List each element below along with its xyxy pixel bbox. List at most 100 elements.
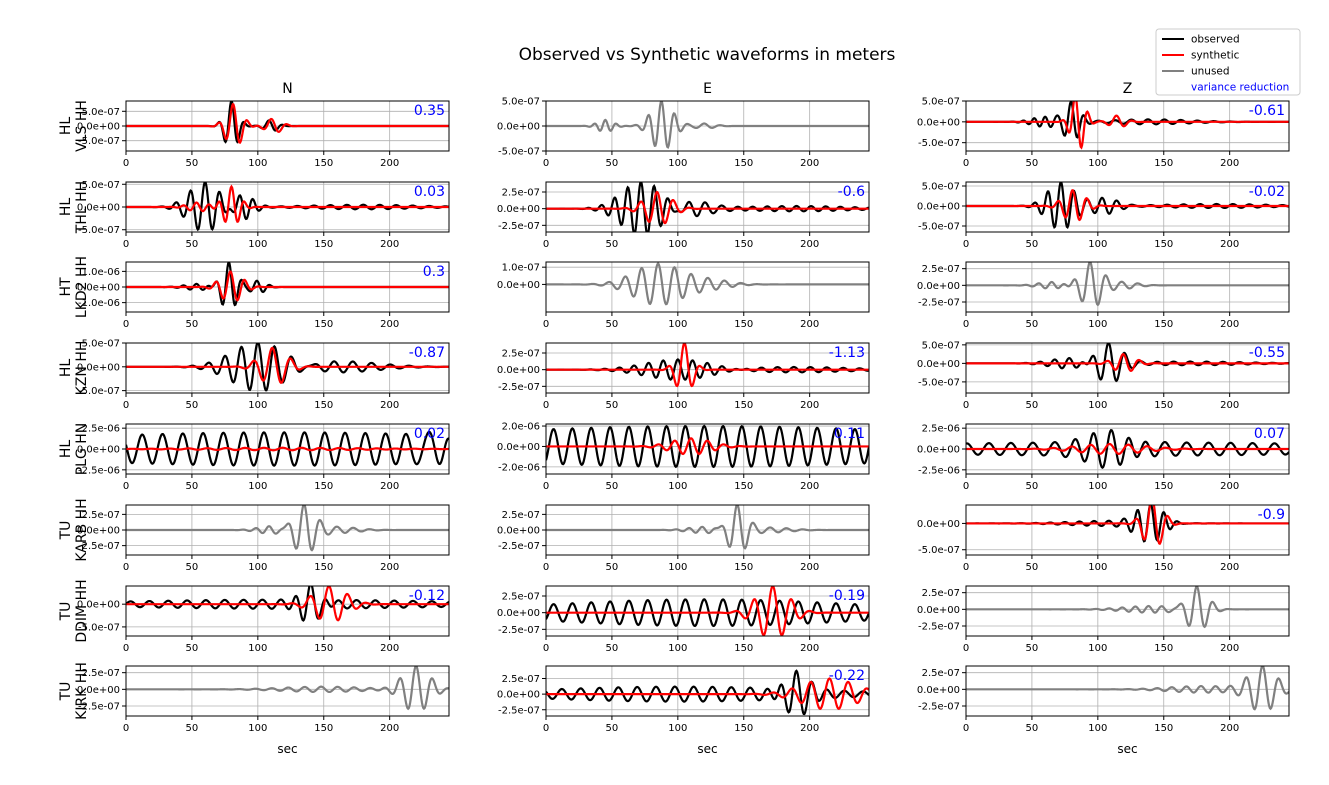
station-label: HLTHL HH xyxy=(58,181,90,234)
x-tick-label: 50 xyxy=(1026,239,1039,250)
x-tick-label: 150 xyxy=(734,723,753,734)
x-tick-label: 200 xyxy=(800,562,819,573)
variance-reduction-value: 0.3 xyxy=(423,264,445,280)
y-tick-label: 0.0e+00 xyxy=(917,117,960,128)
observed-trace xyxy=(546,424,869,469)
y-tick-label: 0.0e+00 xyxy=(497,280,540,291)
x-tick-label: 100 xyxy=(668,158,687,169)
y-tick-label: -2.5e-07 xyxy=(78,702,120,713)
x-tick-label: 150 xyxy=(1154,319,1173,330)
x-tick-label: 150 xyxy=(1154,158,1173,169)
x-tick-label: 0 xyxy=(963,158,969,169)
legend-label: unused xyxy=(1191,66,1230,78)
panel-grid: HLVLS HH0 50 100 150 2005.0e-070.0e+00-5.0e-… xyxy=(58,81,1290,756)
x-tick-label: 150 xyxy=(734,319,753,330)
variance-reduction-value: -0.22 xyxy=(829,668,865,684)
unused-trace xyxy=(966,262,1289,307)
panel-6-2: 0 50 100 150 200 2.5e-07 0.0e+00 -2.5e-07 xyxy=(917,585,1290,654)
y-tick-label: -2.5e-07 xyxy=(498,625,540,636)
axes-frame xyxy=(125,585,450,637)
y-tick-label: -5.0e-07 xyxy=(918,222,960,233)
x-tick-label: 0 xyxy=(963,239,969,250)
x-tick-label: 150 xyxy=(314,158,333,169)
station-label: TUKARB HH xyxy=(58,498,90,561)
x-tick-label: 200 xyxy=(1220,400,1239,411)
y-tick-label: 0.0e+00 xyxy=(77,685,120,696)
x-tick-label: 50 xyxy=(606,158,619,169)
y-tick-label: 0.0e+00 xyxy=(77,526,120,537)
axes-frame xyxy=(965,342,1290,394)
y-tick-label: 0.0e+00 xyxy=(77,600,120,611)
synthetic-trace xyxy=(966,353,1289,372)
x-tick-label: 0 xyxy=(543,643,549,654)
y-tick-label: 2.5e-07 xyxy=(922,264,960,275)
panel-4-0: 0 50 100 150 200 2.5e-06 0.0e+00 -2.5e-06 0.02 xyxy=(77,423,450,492)
y-tick-label: 0.0e+00 xyxy=(497,122,540,133)
x-tick-label: 50 xyxy=(186,158,199,169)
panel-1-1: 0 50 100 150 200 2.5e-07 0.0e+00 -2.5e-07 -0.6 xyxy=(497,181,870,250)
station-label: HLKZN HH xyxy=(58,341,90,396)
x-tick-label: 100 xyxy=(1088,239,1107,250)
axes-frame xyxy=(545,181,870,233)
axes-frame xyxy=(965,181,1290,233)
axes-frame xyxy=(545,261,870,313)
station-label-line: TU xyxy=(58,521,74,541)
y-tick-label: 5.0e-07 xyxy=(82,339,120,350)
y-tick-label: 2.5e-07 xyxy=(922,668,960,679)
y-tick-label: 0.0e+00 xyxy=(77,122,120,133)
x-tick-label: 50 xyxy=(1026,158,1039,169)
x-tick-label: 150 xyxy=(734,239,753,250)
x-tick-label: 50 xyxy=(606,319,619,330)
x-tick-label: 150 xyxy=(314,481,333,492)
x-tick-label: 0 xyxy=(963,481,969,492)
y-tick-label: -2.5e-07 xyxy=(918,702,960,713)
y-tick-label: 5.0e-07 xyxy=(502,97,540,108)
panel-3-0: 0 50 100 150 200 5.0e-07 0.0e+00 -5.0e-07 -0.87 xyxy=(77,339,450,411)
x-tick-label: 200 xyxy=(800,643,819,654)
x-tick-label: 200 xyxy=(1220,239,1239,250)
x-tick-label: 100 xyxy=(668,723,687,734)
y-tick-label: 0.0e+00 xyxy=(497,608,540,619)
panel-1-2: 0 50 100 150 200 5.0e-07 0.0e+00 -5.0e-07 -0.02 xyxy=(917,181,1290,250)
x-tick-label: 0 xyxy=(123,239,129,250)
y-tick-label: -5.0e-07 xyxy=(498,147,540,158)
variance-reduction-value: -0.9 xyxy=(1258,507,1285,523)
y-tick-label: -5.0e-07 xyxy=(918,545,960,556)
y-tick-label: -2.5e-06 xyxy=(918,465,960,476)
x-tick-label: 150 xyxy=(314,319,333,330)
variance-reduction-value: 0.07 xyxy=(1254,426,1285,442)
variance-reduction-value: -0.87 xyxy=(409,345,445,361)
variance-reduction-value: -0.55 xyxy=(1249,345,1285,361)
x-tick-label: 150 xyxy=(314,562,333,573)
x-tick-label: 200 xyxy=(1220,723,1239,734)
variance-reduction-value: -0.61 xyxy=(1249,103,1285,119)
x-tick-label: 200 xyxy=(380,158,399,169)
x-tick-label: 100 xyxy=(668,319,687,330)
x-tick-label: 0 xyxy=(123,643,129,654)
panel-7-1: 0 50 100 150 200 2.5e-07 0.0e+00 -2.5e-07 -0.22 xyxy=(497,665,870,734)
column-title: Z xyxy=(1123,81,1133,97)
x-axis-label: sec xyxy=(697,742,717,756)
y-tick-label: 0.0e+00 xyxy=(77,445,120,456)
synthetic-trace xyxy=(126,346,449,384)
y-tick-label: 2.5e-06 xyxy=(82,424,120,435)
x-tick-label: 100 xyxy=(248,158,267,169)
panel-0-2: 0 50 100 150 200 5.0e-07 0.0e+00 -5.0e-07 -0.61 xyxy=(917,97,1290,169)
x-tick-label: 150 xyxy=(1154,562,1173,573)
synthetic-trace xyxy=(546,586,869,636)
observed-trace xyxy=(126,586,449,622)
axes-frame xyxy=(125,342,450,394)
x-tick-label: 150 xyxy=(1154,400,1173,411)
y-tick-label: -5.0e-07 xyxy=(78,225,120,236)
x-axis-label: sec xyxy=(277,742,297,756)
x-tick-label: 50 xyxy=(186,400,199,411)
panel-6-0: 0 50 100 150 200 0.0e+00 -5.0e-07 -0.12 xyxy=(77,585,450,654)
legend-label: observed xyxy=(1191,34,1240,46)
station-label-line: HL xyxy=(58,117,74,136)
x-tick-label: 100 xyxy=(668,562,687,573)
column-title: E xyxy=(703,81,712,97)
y-tick-label: 2.5e-07 xyxy=(502,674,540,685)
x-tick-label: 150 xyxy=(734,643,753,654)
x-tick-label: 0 xyxy=(543,723,549,734)
x-tick-label: 200 xyxy=(800,400,819,411)
